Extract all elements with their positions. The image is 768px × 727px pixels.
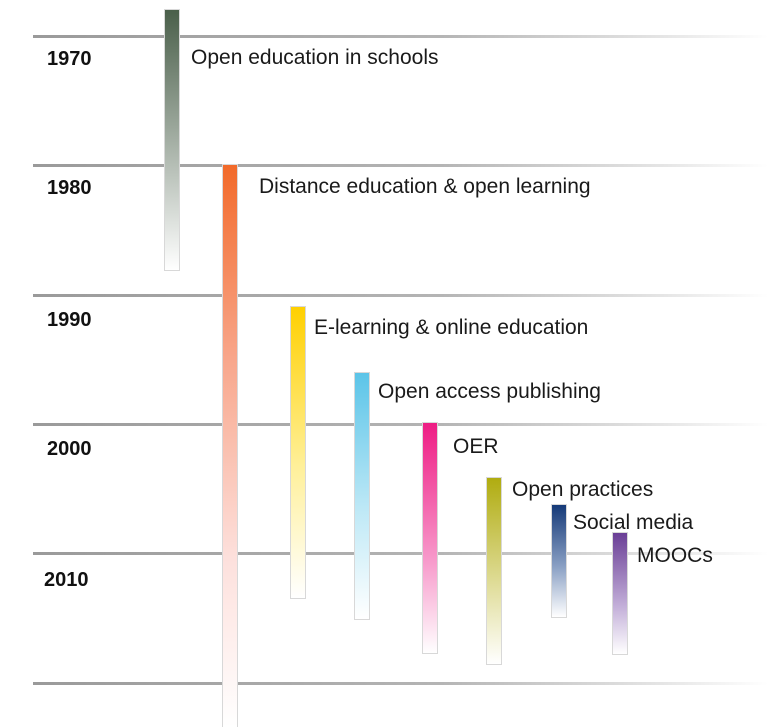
label-e-learning: E-learning & online education xyxy=(314,316,589,339)
gridline-1980 xyxy=(33,164,768,167)
gridline-2020 xyxy=(33,682,768,685)
bar-distance-education xyxy=(222,164,238,727)
label-oer: OER xyxy=(453,435,499,458)
label-distance-education: Distance education & open learning xyxy=(259,175,591,198)
gridline-1970 xyxy=(33,35,768,38)
bar-open-access-publishing xyxy=(354,372,370,620)
label-moocs: MOOCs xyxy=(637,544,713,567)
label-open-practices: Open practices xyxy=(512,478,654,501)
label-open-access-publishing: Open access publishing xyxy=(378,380,601,403)
bar-open-practices xyxy=(486,477,502,665)
bar-moocs xyxy=(612,532,628,655)
year-label-1990: 1990 xyxy=(47,309,92,331)
year-label-1970: 1970 xyxy=(47,48,92,70)
year-label-2000: 2000 xyxy=(47,438,92,460)
bar-e-learning xyxy=(290,306,306,599)
bar-open-education-in-schools xyxy=(164,9,180,271)
bar-social-media xyxy=(551,504,567,618)
label-social-media: Social media xyxy=(573,511,694,534)
bar-oer xyxy=(422,422,438,654)
label-open-education-in-schools: Open education in schools xyxy=(191,46,439,69)
gridline-2010 xyxy=(33,552,768,555)
gridline-1990 xyxy=(33,294,768,297)
gridline-2000 xyxy=(33,423,768,426)
year-label-1980: 1980 xyxy=(47,177,92,199)
year-label-2010: 2010 xyxy=(44,569,89,591)
